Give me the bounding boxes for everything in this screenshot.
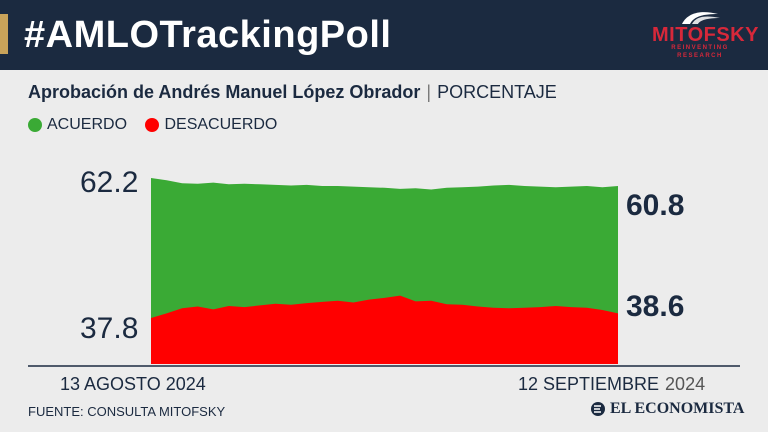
source-note: FUENTE: CONSULTA MITOFSKY [28,404,226,419]
x-label-start: 13 AGOSTO 2024 [60,374,206,394]
logo-tagline: REINVENTING RESEARCH [671,45,729,59]
chart-panel: Aprobación de Andrés Manuel López Obrado… [0,70,768,432]
x-label-end: 12 SEPTIEMBRE 2024 [518,374,705,394]
subtitle-unit: PORCENTAJE [437,82,557,102]
legend-item-desacuerdo: DESACUERDO [145,116,277,134]
chart-subtitle: Aprobación de Andrés Manuel López Obrado… [28,82,557,103]
end-label-desacuerdo: 38.6 [626,290,684,323]
header-banner: #AMLOTrackingPoll MITOFSKY REINVENTING R… [0,0,768,70]
page-title: #AMLOTrackingPoll [24,14,392,56]
legend-label-acuerdo: ACUERDO [47,116,128,133]
title-accent-bar [0,14,8,54]
y-tick-label-bottom: 37.8 [80,312,138,345]
logo-name: MITOFSKY [652,24,759,46]
end-label-acuerdo: 60.8 [626,189,684,222]
legend-label-desacuerdo: DESACUERDO [164,116,278,133]
brand-icon [591,402,605,416]
series-area-desacuerdo [151,295,618,364]
x-label-end-year: 2024 [665,374,705,394]
mitofsky-logo: MITOFSKY REINVENTING RESEARCH [652,10,759,62]
x-label-end-daymonth: 12 SEPTIEMBRE [518,374,659,394]
area-chart: 62.2 37.8 60.8 38.6 13 AGOSTO 2024 12 SE… [28,166,740,394]
legend-dot-acuerdo [28,118,42,132]
subtitle-main: Aprobación de Andrés Manuel López Obrado… [28,82,421,102]
legend-dot-desacuerdo [145,118,160,132]
legend-item-acuerdo: ACUERDO [28,116,127,134]
y-tick-label-top: 62.2 [80,166,138,199]
logo-swoosh-icon [682,12,720,24]
brand-name: EL ECONOMISTA [610,400,745,417]
legend: ACUERDO DESACUERDO [28,116,291,137]
subtitle-separator: | [426,82,432,102]
el-economista-logo: EL ECONOMISTA [590,400,744,418]
